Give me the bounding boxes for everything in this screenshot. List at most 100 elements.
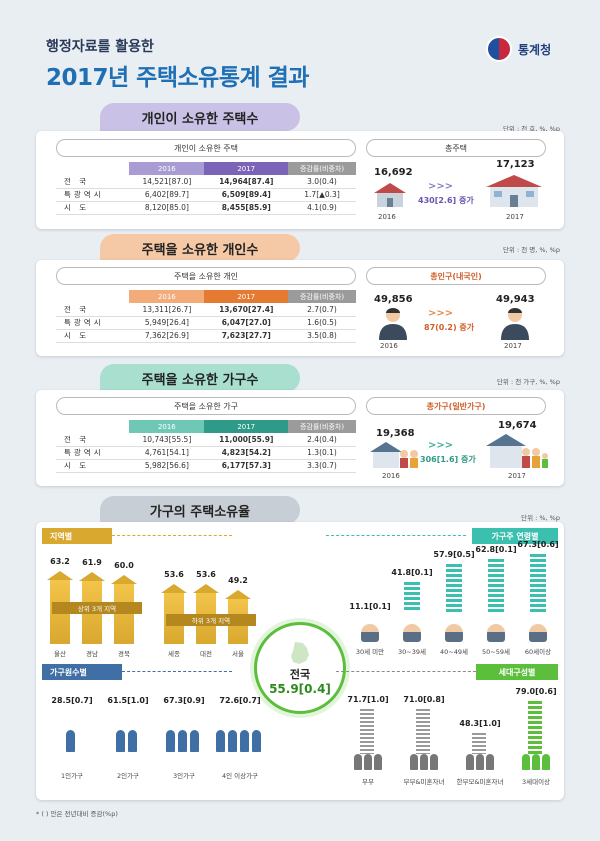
arrow-head bbox=[161, 583, 187, 593]
region-name: 세종 bbox=[168, 650, 180, 658]
person-icon bbox=[240, 730, 249, 752]
age-name: 60세이상 bbox=[524, 648, 552, 656]
size-name: 1인가구 bbox=[60, 772, 84, 780]
left-value: 16,692 bbox=[374, 167, 413, 178]
person-icon bbox=[476, 754, 484, 770]
divider bbox=[122, 671, 232, 672]
type-name: 부부 bbox=[362, 778, 374, 786]
col-2017: 2017 bbox=[204, 420, 289, 433]
size-value: 67.3[0.9] bbox=[163, 696, 205, 705]
region-title: 지역별 bbox=[42, 528, 112, 544]
person-icon bbox=[116, 730, 125, 752]
type-name: 부부&미혼자녀 bbox=[403, 778, 445, 786]
total-caption: 총가구(일반가구) bbox=[366, 397, 546, 415]
region-chart: 63.2 울산 61.9 경남 60.0 경북 53.6 세종 53.6 대전 49.2 서울 상위 3… bbox=[42, 552, 272, 662]
type-name: 3세대이상 bbox=[521, 778, 551, 786]
person-icon bbox=[403, 624, 421, 642]
table-row: 시 도 7,362[26.9] 7,623[27.7] 3.5(0.8) bbox=[56, 329, 356, 343]
type-bar bbox=[360, 708, 374, 754]
national-label: 전국 bbox=[289, 668, 311, 681]
type-value: 48.3[1.0] bbox=[459, 719, 501, 729]
size-name: 2인가구 bbox=[116, 772, 140, 780]
age-value: 62.8[0.1] bbox=[475, 544, 517, 554]
table-row: 시 도 5,982[56.6] 6,177[57.3] 3.3(0.7) bbox=[56, 459, 356, 473]
family-house-icon bbox=[486, 434, 548, 468]
unit-label: 단위 : %, %p bbox=[521, 514, 560, 522]
col-change: 증감률(비중차) bbox=[288, 420, 356, 433]
person-icon bbox=[420, 754, 428, 770]
region-value: 53.6 bbox=[164, 569, 184, 579]
national-value: 55.9[0.4] bbox=[269, 682, 331, 696]
person-icon bbox=[410, 754, 418, 770]
type-value: 71.7[1.0] bbox=[347, 694, 389, 704]
type-value: 79.0[0.6] bbox=[515, 687, 557, 697]
person-icon bbox=[354, 754, 362, 770]
national-badge: 전국 55.9[0.4] bbox=[254, 622, 346, 714]
size-chart: 28.5[0.7] 1인가구 61.5[1.0] 2인가구 67.3[0.9] 3인가구 7… bbox=[42, 690, 282, 786]
section-card: 주택을 소유한 개인 2016 2017 증감률(비중차) 전 국 13,311[26… bbox=[36, 260, 564, 356]
table-row: 전 국 14,521[87.0] 14,964[87.4] 3.0(0.4) bbox=[56, 175, 356, 189]
person-icon bbox=[379, 308, 407, 340]
type-chart: 71.7[1.0] 부부 71.0[0.8] 부부&미혼자녀 48.3[1.0] 한부모&… bbox=[336, 682, 560, 792]
unit-label: 단위 : 천 명, %, %p bbox=[502, 246, 560, 254]
right-year: 2017 bbox=[508, 472, 526, 480]
age-value: 41.8[0.1] bbox=[391, 568, 433, 578]
right-year: 2017 bbox=[504, 342, 522, 350]
person-icon bbox=[252, 730, 261, 752]
region-name: 울산 bbox=[54, 650, 66, 658]
person-icon bbox=[66, 730, 75, 752]
table-row: 특광역시 4,761[54.1] 4,823[54.2] 1.3(0.1) bbox=[56, 446, 356, 460]
age-title: 가구주 연령별 bbox=[472, 528, 558, 544]
table-row: 전 국 13,311[26.7] 13,670[27.4] 2.7(0.7) bbox=[56, 303, 356, 317]
age-value: 57.9[0.5] bbox=[433, 550, 475, 560]
page-title: 2017년 주택소유통계 결과 bbox=[46, 65, 309, 91]
house-icon bbox=[486, 175, 542, 207]
section-banner: 주택을 소유한 가구수 bbox=[100, 364, 300, 392]
col-2016: 2016 bbox=[129, 290, 205, 303]
arrow-head bbox=[225, 589, 251, 599]
age-name: 30세 미만 bbox=[355, 648, 385, 656]
section-ownership-rate: 가구의 주택소유율 단위 : %, %p 지역별 63.2 울산 61.9 경남 60.… bbox=[36, 494, 564, 802]
right-value: 17,123 bbox=[496, 159, 535, 170]
age-value: 67.3[0.6] bbox=[517, 539, 559, 549]
person-icon bbox=[532, 754, 540, 770]
left-year: 2016 bbox=[378, 213, 396, 221]
size-value: 61.5[1.0] bbox=[107, 696, 149, 705]
person-icon bbox=[542, 754, 550, 770]
person-icon bbox=[487, 624, 505, 642]
region-value: 60.0 bbox=[114, 561, 134, 570]
person-icon bbox=[228, 730, 237, 752]
stats-table: 2016 2017 증감률(비중차) 전 국 13,311[26.7] 13,670[2… bbox=[56, 290, 356, 343]
chevrons-icon: >>> bbox=[428, 181, 454, 192]
left-value: 19,368 bbox=[376, 428, 415, 439]
total-caption: 총주택 bbox=[366, 139, 546, 157]
section-households: 주택을 소유한 가구수 단위 : 천 가구, %, %p 주택을 소유한 가구 … bbox=[36, 362, 564, 490]
region-name: 경남 bbox=[86, 650, 98, 658]
col-2016: 2016 bbox=[129, 420, 205, 433]
section-houses: 개인이 소유한 주택수 단위 : 천 호, %, %p 개인이 소유한 주택 2… bbox=[36, 101, 564, 229]
person-icon bbox=[364, 754, 372, 770]
left-year: 2016 bbox=[382, 472, 400, 480]
person-icon bbox=[374, 754, 382, 770]
unit-label: 단위 : 천 가구, %, %p bbox=[496, 378, 560, 386]
table-caption: 주택을 소유한 가구 bbox=[56, 397, 356, 415]
section-card: 지역별 63.2 울산 61.9 경남 60.0 경북 53.6 세종 53.6 대전 49.2 서울… bbox=[36, 522, 564, 800]
type-bar bbox=[528, 701, 542, 754]
size-name: 3인가구 bbox=[172, 772, 196, 780]
person-icon bbox=[128, 730, 137, 752]
age-chart: 11.1[0.1] 30세 미만 41.8[0.1] 30~39세 57.9[0.5] 4… bbox=[336, 540, 560, 666]
stats-table: 2016 2017 증감률(비중차) 전 국 10,743[55.5] 11,000[5… bbox=[56, 420, 356, 473]
type-bar bbox=[472, 733, 486, 754]
col-2017: 2017 bbox=[204, 162, 289, 175]
type-value: 71.0[0.8] bbox=[403, 695, 445, 705]
person-icon bbox=[529, 624, 547, 642]
region-name: 경북 bbox=[118, 650, 130, 658]
region-value: 53.6 bbox=[196, 569, 216, 579]
arrow-head bbox=[79, 572, 105, 582]
person-icon bbox=[445, 624, 463, 642]
logo: 통계청 bbox=[486, 36, 551, 62]
left-year: 2016 bbox=[380, 342, 398, 350]
chevrons-icon: >>> bbox=[428, 308, 454, 319]
section-card: 주택을 소유한 가구 2016 2017 증감률(비중차) 전 국 10,743[55… bbox=[36, 390, 564, 486]
col-change: 증감률(비중차) bbox=[288, 290, 356, 303]
